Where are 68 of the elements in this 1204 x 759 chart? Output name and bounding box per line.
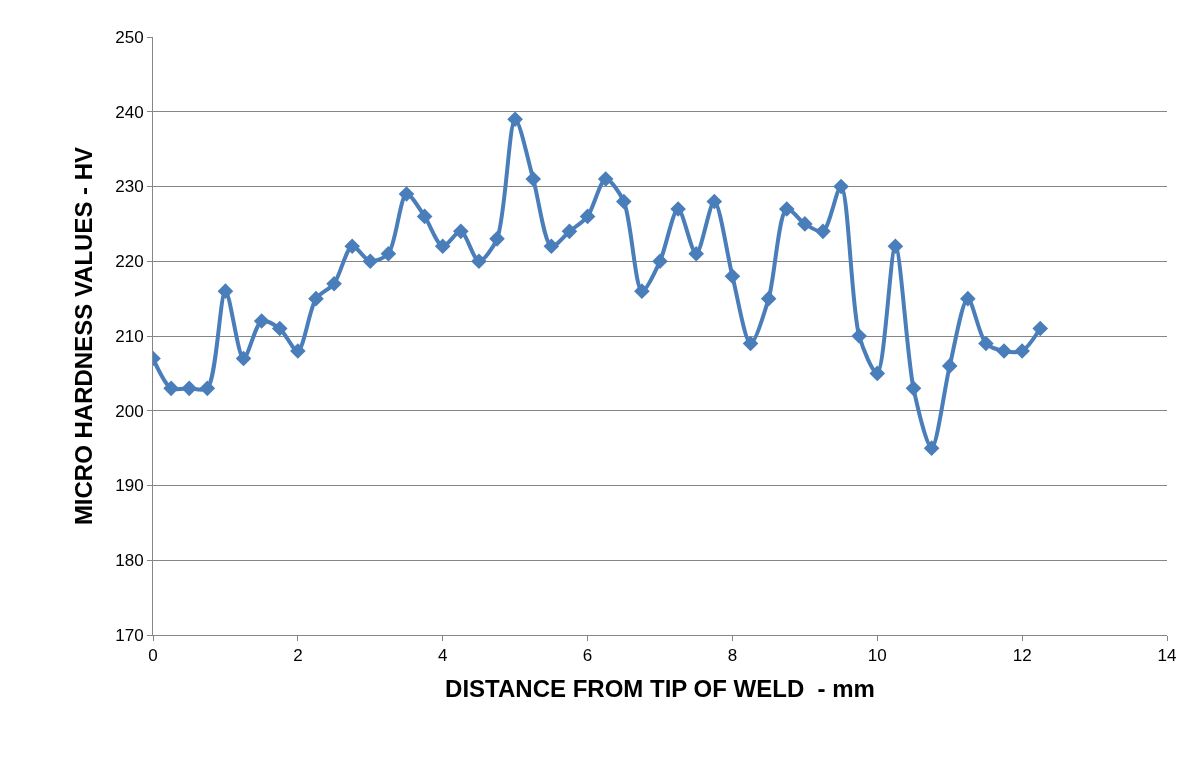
point <box>1014 343 1030 359</box>
x-tick-label: 2 <box>293 646 303 666</box>
x-tick-label: 14 <box>1157 646 1177 666</box>
point <box>833 178 849 195</box>
point <box>308 290 324 307</box>
point <box>434 238 451 255</box>
point <box>579 208 596 225</box>
point <box>615 193 632 210</box>
point <box>706 193 723 210</box>
point <box>688 245 705 262</box>
x-tick-label: 8 <box>727 646 738 666</box>
point <box>652 253 668 270</box>
point <box>217 283 234 299</box>
point <box>923 440 940 456</box>
point <box>525 171 542 187</box>
x-axis-title: DISTANCE FROM TIP OF WELD - mm <box>445 674 875 702</box>
point <box>941 358 958 374</box>
point <box>235 350 252 367</box>
point <box>869 365 886 382</box>
point <box>543 238 560 255</box>
point <box>778 201 795 217</box>
point <box>960 290 976 307</box>
point <box>978 335 994 352</box>
y-tick-label: 190 <box>115 476 144 496</box>
point <box>471 253 487 270</box>
y-axis-title: MICRO HARDNESS VALUES - HV <box>70 146 98 526</box>
point <box>887 238 904 255</box>
point <box>344 238 360 255</box>
point <box>271 320 288 337</box>
point <box>815 223 831 240</box>
y-tick-label: 200 <box>115 401 144 421</box>
x-tick-label: 4 <box>437 646 448 666</box>
point <box>597 171 614 187</box>
point <box>290 343 306 359</box>
point <box>380 245 397 262</box>
y-tick-label: 230 <box>115 177 144 197</box>
x-tick-label: 12 <box>1012 646 1032 666</box>
point <box>362 253 379 270</box>
x-tick-label: 6 <box>582 646 593 666</box>
x-tick-label: 10 <box>867 646 887 666</box>
point <box>489 231 505 247</box>
point <box>253 313 270 329</box>
point <box>724 268 741 284</box>
x-tick-label: 0 <box>148 646 158 666</box>
y-tick-label: 170 <box>115 625 144 645</box>
point <box>398 186 415 202</box>
point <box>416 208 433 225</box>
y-tick-label: 240 <box>115 102 144 122</box>
point <box>905 380 922 397</box>
point <box>181 380 198 397</box>
point <box>1032 320 1049 337</box>
y-tick-label: 250 <box>115 27 144 47</box>
point <box>797 216 813 232</box>
point <box>742 335 759 352</box>
point <box>760 290 777 307</box>
point <box>851 328 867 344</box>
y-tick-label: 210 <box>115 326 144 346</box>
y-tick-label: 220 <box>115 252 144 272</box>
point <box>326 275 342 292</box>
point <box>634 283 650 299</box>
point <box>453 223 469 240</box>
point <box>199 380 216 397</box>
point <box>670 201 686 217</box>
point <box>507 111 523 128</box>
point <box>996 343 1012 359</box>
point <box>163 380 179 397</box>
y-tick-label: 180 <box>115 551 144 571</box>
point <box>561 223 578 240</box>
